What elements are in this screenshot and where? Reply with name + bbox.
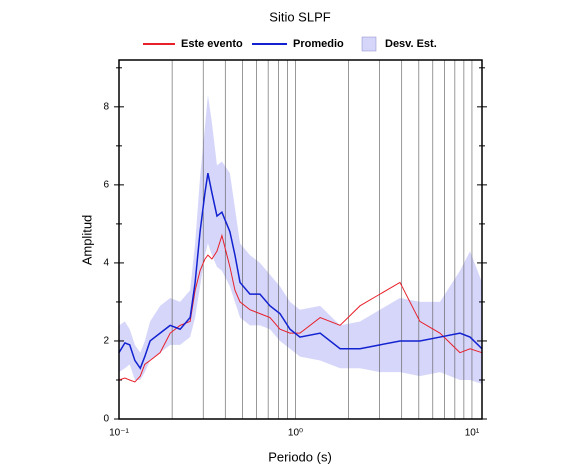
x-tick-label: 10¹ <box>465 428 480 439</box>
x-tick-label: 10⁰ <box>288 428 303 439</box>
y-tick-label: 8 <box>103 101 109 112</box>
y-tick-label: 2 <box>103 336 109 347</box>
y-tick-label: 4 <box>103 258 109 269</box>
y-axis-label: Amplitud <box>79 215 94 266</box>
legend-label: Desv. Est. <box>385 38 437 50</box>
y-tick-label: 0 <box>103 414 109 425</box>
plot-frame <box>118 59 483 420</box>
legend-label: Promedio <box>293 38 344 50</box>
legend-label: Este evento <box>181 38 243 50</box>
x-tick-label: 10⁻¹ <box>109 428 129 439</box>
x-axis-label: Periodo (s) <box>268 449 332 464</box>
y-tick-label: 6 <box>103 180 109 191</box>
chart-title: Sitio SLPF <box>269 9 330 24</box>
data-line <box>118 233 483 383</box>
legend-swatch <box>361 36 377 52</box>
data-line <box>118 173 483 370</box>
std-band <box>119 95 482 384</box>
